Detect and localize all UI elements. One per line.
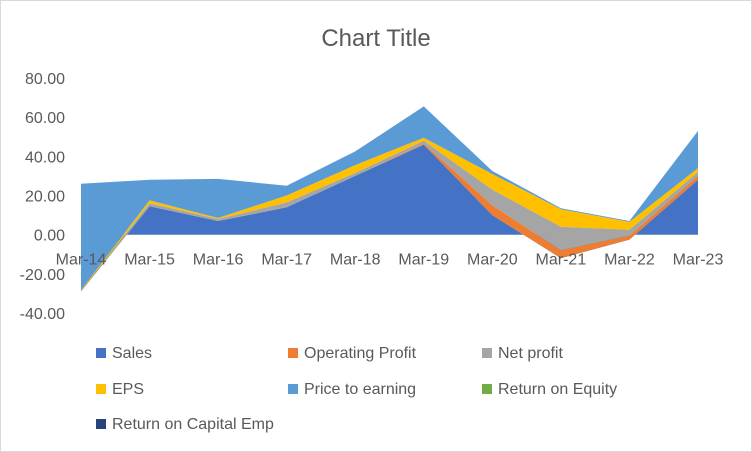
legend-label: Operating Profit [304,345,417,362]
plot-areas [81,106,698,292]
legend-swatch [482,384,492,394]
y-tick-label: -40.00 [20,306,65,323]
legend-swatch [96,419,106,429]
x-tick-label: Mar-19 [398,252,449,269]
area-series-4 [81,106,698,290]
y-tick-label: 80.00 [25,71,65,88]
x-tick-label: Mar-15 [124,252,175,269]
legend: Sales Operating Profit Net profit EPS Price … [96,345,617,433]
legend-label: Sales [112,345,152,362]
x-tick-label: Mar-23 [673,252,724,269]
y-tick-label: 20.00 [25,189,65,206]
area-series-0 [81,144,698,292]
x-tick-label: Mar-18 [330,252,381,269]
y-tick-label: 40.00 [25,149,65,166]
y-tick-label: -20.00 [20,267,65,284]
legend-swatch [288,348,298,358]
x-tick-label: Mar-22 [604,252,655,269]
chart-title: Chart Title [321,25,430,52]
legend-swatch [288,384,298,394]
y-axis-labels: 80.00 60.00 40.00 20.00 0.00 -20.00 -40.00 [20,71,65,323]
area-series-2 [81,140,698,292]
legend-swatch [96,384,106,394]
x-tick-label: Mar-14 [56,252,107,269]
x-tick-label: Mar-16 [193,252,244,269]
x-tick-label: Mar-21 [536,252,587,269]
legend-label: Return on Equity [498,381,617,398]
legend-label: EPS [112,381,144,398]
legend-swatch [482,348,492,358]
legend-label: Net profit [498,345,563,362]
legend-label: Return on Capital Emp [112,416,274,433]
legend-label: Price to earning [304,381,416,398]
y-tick-label: 60.00 [25,110,65,127]
x-tick-label: Mar-17 [261,252,312,269]
x-axis-labels: Mar-14 Mar-15 Mar-16 Mar-17 Mar-18 Mar-19 Mar-… [56,252,724,269]
legend-swatch [96,348,106,358]
x-tick-label: Mar-20 [467,252,518,269]
y-tick-label: 0.00 [34,228,65,245]
area-series-3 [81,137,698,291]
